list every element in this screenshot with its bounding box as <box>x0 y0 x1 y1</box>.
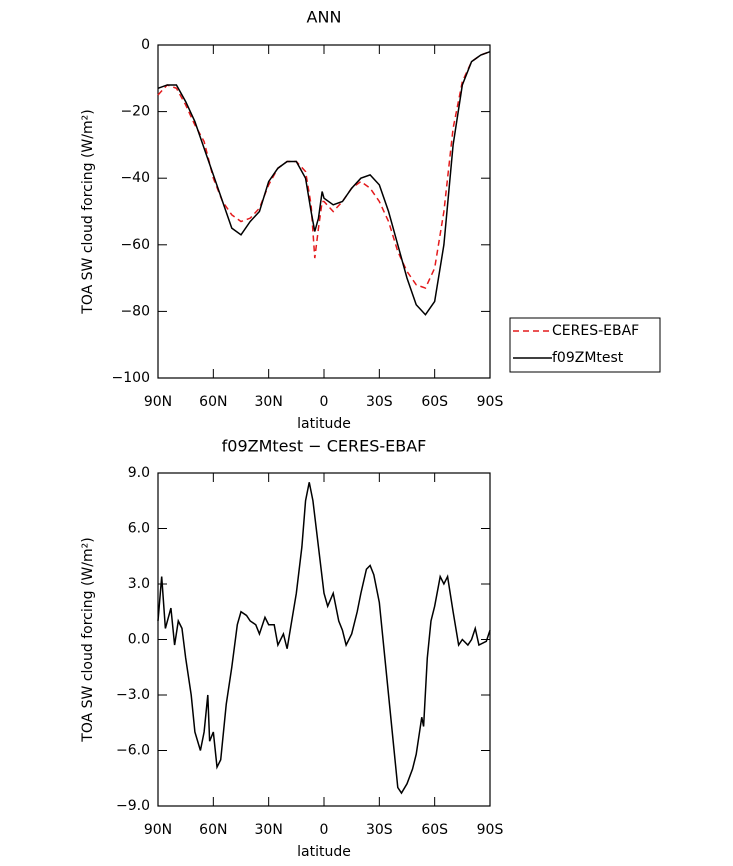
y-tick-label: 3.0 <box>128 576 150 592</box>
y-tick-label: 0.0 <box>128 632 150 648</box>
data-line <box>157 50 491 316</box>
x-tick-label: 90N <box>144 822 172 838</box>
x-tick-label: 60N <box>199 394 227 410</box>
x-tick-label: 60S <box>421 822 448 838</box>
chart-title: f09ZMtest − CERES-EBAF <box>222 437 427 456</box>
y-tick-label: −3.0 <box>116 687 150 703</box>
x-tick-label: 0 <box>320 822 329 838</box>
y-tick-label: −80 <box>120 303 150 319</box>
data-line <box>157 50 491 290</box>
x-tick-label: 60N <box>199 822 227 838</box>
y-tick-label: −6.0 <box>116 743 150 759</box>
x-tick-label: 60S <box>421 394 448 410</box>
x-axis-label: latitude <box>297 416 351 432</box>
x-tick-label: 30N <box>255 822 283 838</box>
chart-title: ANN <box>307 8 342 27</box>
y-tick-label: 0 <box>141 37 150 53</box>
x-tick-label: 90S <box>477 822 504 838</box>
data-line <box>157 482 491 795</box>
x-tick-label: 30S <box>366 822 393 838</box>
y-tick-label: 6.0 <box>128 521 150 537</box>
y-tick-label: −40 <box>120 170 150 186</box>
x-axis-label: latitude <box>297 844 351 860</box>
y-tick-label: −9.0 <box>116 798 150 814</box>
y-tick-label: −20 <box>120 104 150 120</box>
y-tick-label: −60 <box>120 237 150 253</box>
x-tick-label: 0 <box>320 394 329 410</box>
y-tick-label: −100 <box>112 370 150 386</box>
plot-frame <box>157 472 491 807</box>
legend-label: f09ZMtest <box>552 350 624 366</box>
y-tick-label: 9.0 <box>128 465 150 481</box>
plot-frame <box>157 44 491 379</box>
x-tick-label: 30S <box>366 394 393 410</box>
x-tick-label: 30N <box>255 394 283 410</box>
legend-label: CERES-EBAF <box>552 323 639 339</box>
x-tick-label: 90N <box>144 394 172 410</box>
legend-box <box>509 317 661 373</box>
y-axis-label: TOA SW cloud forcing (W/m²) <box>80 109 96 314</box>
x-tick-label: 90S <box>477 394 504 410</box>
y-axis-label: TOA SW cloud forcing (W/m²) <box>80 537 96 742</box>
